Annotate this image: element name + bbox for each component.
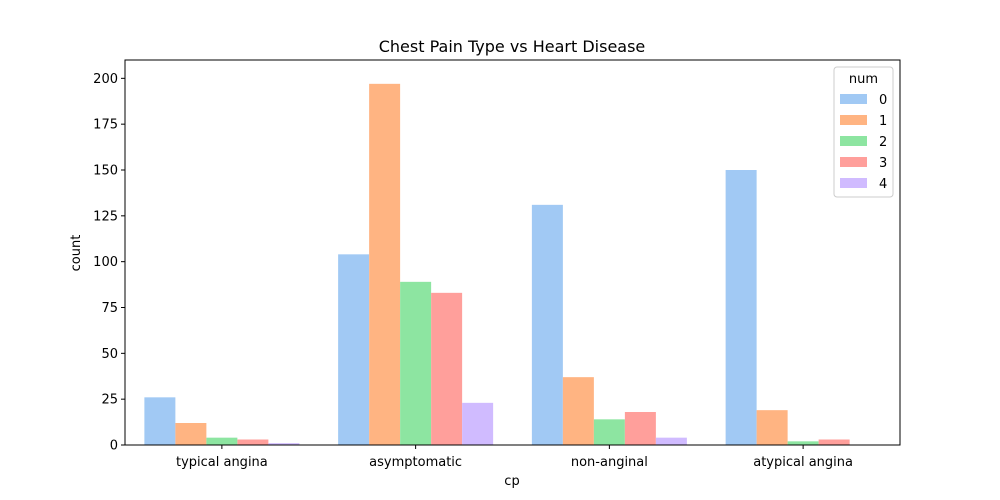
bar-2-2 [593,419,625,445]
bar-0-2 [531,204,563,445]
y-axis-label: count [69,235,84,272]
x-tick-label-2: non-anginal [571,455,648,470]
legend-swatch-2 [840,136,867,146]
y-tick-label-8: 200 [93,72,118,87]
bar-1-0 [175,423,207,445]
chart-title: Chest Pain Type vs Heart Disease [379,37,646,56]
legend-swatch-1 [840,115,867,125]
y-tick-label-1: 25 [101,393,118,408]
bar-2-1 [400,281,432,445]
bar-0-1 [338,254,370,445]
axes-layer: 0 25 50 75 100 125 150 175 200 typical angina asym… [93,59,901,470]
bar-3-0 [237,439,269,445]
bar-3-2 [624,412,656,445]
x-tick-label-3: atypical angina [753,455,853,470]
bar-2-3 [787,441,819,445]
y-tick-label-3: 75 [101,301,118,316]
bar-1-3 [756,410,788,445]
x-tick-label-0: typical angina [176,455,268,470]
bar-3-3 [818,439,850,445]
legend-swatch-3 [840,157,867,167]
bar-1-2 [562,377,594,445]
bar-3-1 [431,292,463,445]
y-tick-label-6: 150 [93,164,118,179]
y-tick-label-0: 0 [110,439,118,454]
legend-label-4: 4 [879,177,887,192]
x-axis-label: cp [504,474,519,489]
bar-4-1 [462,402,494,445]
legend-label-2: 2 [879,135,887,150]
x-tick-label-1: asymptomatic [369,455,462,470]
legend-label-1: 1 [879,114,887,129]
y-tick-label-5: 125 [93,209,118,224]
legend-title: num [849,72,878,87]
legend-swatch-0 [840,94,867,104]
legend-label-3: 3 [879,156,887,171]
plot-frame [124,59,901,446]
y-tick-label-7: 175 [93,118,118,133]
bar-2-0 [206,437,238,445]
legend-label-0: 0 [879,93,887,108]
bar-0-0 [144,397,176,445]
bar-4-0 [268,443,300,445]
bar-0-3 [725,170,757,445]
legend-swatch-4 [840,178,867,188]
bar-4-2 [655,437,687,445]
y-tick-label-2: 50 [101,347,118,362]
bars-layer [144,83,850,445]
bar-1-1 [369,83,401,445]
y-tick-label-4: 100 [93,255,118,270]
